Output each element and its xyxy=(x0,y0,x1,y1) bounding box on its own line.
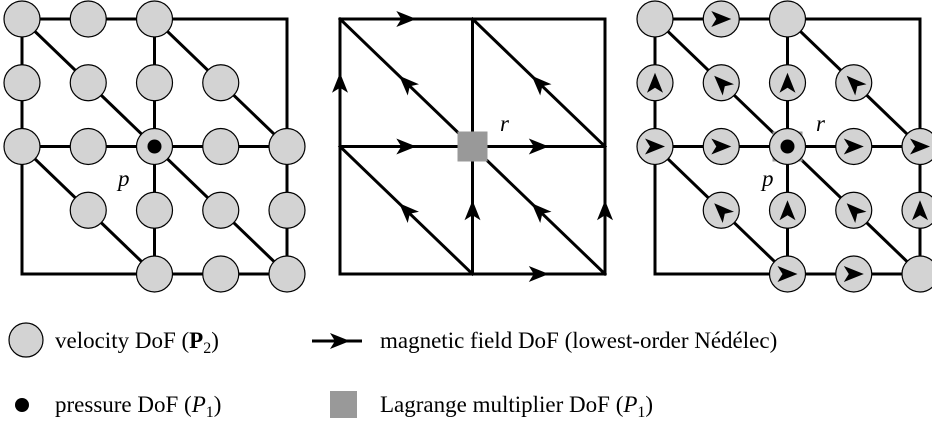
arrowhead xyxy=(528,138,549,155)
velocity-dof xyxy=(135,64,174,102)
velocity-dof xyxy=(3,0,41,38)
pressure-dof xyxy=(147,139,162,154)
arrowhead xyxy=(714,75,734,96)
arrowhead xyxy=(779,72,796,93)
pressure-dof xyxy=(780,139,795,154)
arrowhead xyxy=(531,203,552,223)
arrowhead xyxy=(777,266,798,282)
multiplier-symbol xyxy=(330,391,357,418)
velocity-dof xyxy=(202,127,240,166)
arrowhead xyxy=(846,75,867,96)
legend-text: Lagrange multiplier DoF (P1) xyxy=(380,392,653,421)
arrowhead xyxy=(464,200,481,221)
velocity-dof xyxy=(3,64,41,102)
arrowhead xyxy=(711,138,732,155)
velocity-dof xyxy=(268,191,306,229)
pressure-label: p xyxy=(116,166,130,191)
velocity-dof xyxy=(69,191,107,229)
mesh-panels xyxy=(3,0,932,293)
velocity-dof xyxy=(202,191,240,229)
arrowhead xyxy=(714,203,734,223)
velocity-dof xyxy=(135,0,174,38)
arrowhead xyxy=(912,200,928,221)
arrowhead xyxy=(330,333,350,349)
pressure-symbol xyxy=(15,398,29,412)
multiplier-label: r xyxy=(816,111,826,136)
velocity-dof xyxy=(202,255,240,293)
velocity-dof xyxy=(268,127,306,166)
velocity-dof xyxy=(135,191,174,229)
arrowhead xyxy=(399,75,419,96)
arrowhead xyxy=(779,200,796,221)
velocity-dof xyxy=(3,127,41,166)
legend-text: magnetic field DoF (lowest-order Nédélec… xyxy=(380,328,777,353)
velocity-dof xyxy=(135,255,174,293)
velocity-dof xyxy=(268,255,306,293)
arrowhead xyxy=(531,75,552,96)
multiplier-dof xyxy=(457,131,488,162)
arrowhead xyxy=(843,138,864,155)
velocity-dof xyxy=(69,64,107,102)
arrowhead xyxy=(846,203,867,223)
velocity-symbol xyxy=(8,322,44,358)
velocity-dof xyxy=(768,0,807,38)
velocity-dof xyxy=(202,64,240,102)
arrowhead xyxy=(645,138,665,155)
arrowhead xyxy=(910,138,930,155)
velocity-dof xyxy=(69,127,107,166)
velocity-dof xyxy=(69,0,107,38)
multiplier-label: r xyxy=(500,111,510,136)
arrowhead xyxy=(597,200,613,221)
arrowhead xyxy=(843,266,864,282)
arrowhead xyxy=(332,72,348,93)
arrowhead xyxy=(396,11,417,27)
legend-text: pressure DoF (P1) xyxy=(55,392,221,421)
arrowhead xyxy=(647,72,663,93)
velocity-dof xyxy=(901,255,932,293)
arrowhead xyxy=(528,266,549,282)
magnetic-symbol xyxy=(312,333,362,349)
arrowhead xyxy=(396,138,417,155)
legend-text: velocity DoF (P2) xyxy=(55,328,219,357)
arrowhead xyxy=(399,203,419,223)
arrowhead xyxy=(711,11,732,27)
velocity-dof xyxy=(636,0,674,38)
pressure-label: p xyxy=(760,166,774,191)
